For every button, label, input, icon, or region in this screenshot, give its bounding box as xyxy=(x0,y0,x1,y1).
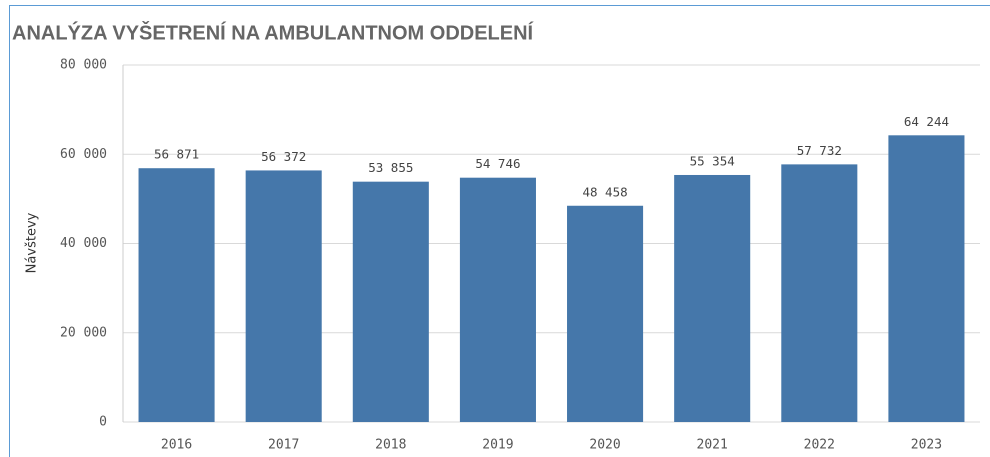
x-tick-label: 2019 xyxy=(482,438,513,453)
y-tick-label: 0 xyxy=(99,415,107,430)
bar xyxy=(567,205,644,422)
frame xyxy=(9,5,990,457)
x-tick-label: 2022 xyxy=(804,438,835,453)
data-label: 56 372 xyxy=(261,149,306,164)
x-tick-label: 2023 xyxy=(911,438,942,453)
bar xyxy=(674,174,751,422)
y-axis-title: Návštevy xyxy=(25,212,40,273)
bar xyxy=(888,135,965,422)
data-label: 48 458 xyxy=(582,184,627,199)
y-tick-label: 60 000 xyxy=(60,147,107,162)
y-tick-label: 40 000 xyxy=(60,236,107,251)
data-label: 57 732 xyxy=(797,143,842,158)
data-label: 55 354 xyxy=(690,153,735,168)
y-tick-label: 20 000 xyxy=(60,325,107,340)
x-tick-label: 2020 xyxy=(589,438,620,453)
x-tick-label: 2017 xyxy=(268,438,299,453)
y-tick-label: 80 000 xyxy=(60,58,107,73)
bar xyxy=(352,181,429,422)
x-tick-label: 2021 xyxy=(697,438,728,453)
chart-title: ANALÝZA VYŠETRENÍ NA AMBULANTNOM ODDELEN… xyxy=(12,20,534,44)
x-tick-label: 2018 xyxy=(375,438,406,453)
data-label: 56 871 xyxy=(154,147,199,162)
bar xyxy=(138,168,215,422)
data-label: 53 855 xyxy=(368,160,413,175)
x-tick-label: 2016 xyxy=(161,438,192,453)
bar xyxy=(781,164,858,422)
data-label: 54 746 xyxy=(475,156,520,171)
bar xyxy=(245,170,322,422)
bar xyxy=(459,177,536,422)
data-label: 64 244 xyxy=(904,114,949,129)
